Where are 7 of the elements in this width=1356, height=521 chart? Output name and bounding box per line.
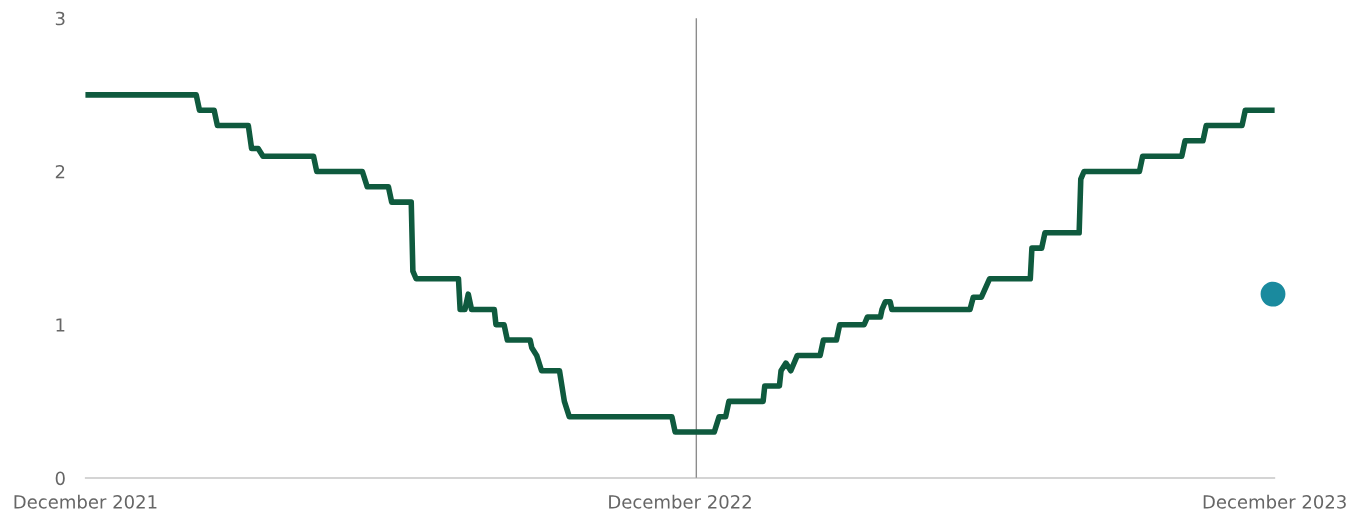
y-tick-label: 2 [55, 164, 65, 179]
x-tick-label: December 2023 [1203, 494, 1346, 509]
y-tick-label: 0 [55, 471, 65, 486]
x-tick-label: December 2021 [14, 494, 157, 509]
y-tick-label: 1 [56, 318, 65, 332]
y-tick-label: 3 [55, 11, 65, 26]
x-tick-label: December 2022 [609, 494, 751, 509]
